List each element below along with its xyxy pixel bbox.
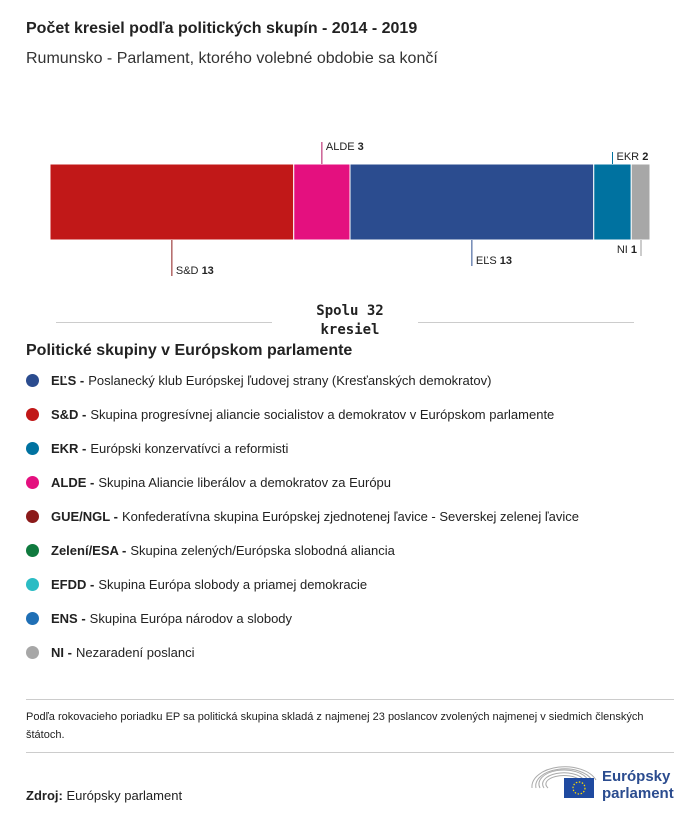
legend-color-dot (26, 476, 39, 489)
data-label-EĽS: EĽS 13 (476, 255, 512, 267)
legend-abbr: GUE/NGL - (51, 509, 118, 524)
bar-segment-S&D (49, 163, 295, 241)
legend-name: Skupina progresívnej aliancie socialisto… (90, 407, 555, 422)
legend-abbr: S&D - (51, 407, 87, 422)
ep-logo: Európsky parlament (530, 762, 680, 807)
legend-name: Poslanecký klub Európskej ľudovej strany… (88, 373, 492, 388)
legend-color-dot (26, 374, 39, 387)
legend-name: Skupina Európa národov a slobody (89, 611, 293, 626)
svg-text:Európsky: Európsky (602, 768, 671, 785)
legend-item: NI - Nezaradení poslanci (26, 645, 194, 660)
chart-subtitle: Rumunsko - Parlament, ktorého volebné ob… (26, 50, 438, 67)
divider-left (56, 322, 272, 323)
bar-segment-EĽS (349, 163, 595, 241)
source-value: Európsky parlament (66, 788, 183, 803)
legend-item: Zelení/ESA - Skupina zelených/Európska sl… (26, 543, 395, 558)
legend-color-dot (26, 612, 39, 625)
legend-color-dot (26, 578, 39, 591)
divider-right (418, 322, 634, 323)
legend-abbr: ENS - (51, 611, 86, 626)
legend-name: Európski konzervatívci a reformisti (90, 441, 289, 456)
legend-item: EKR - Európski konzervatívci a reformisti (26, 441, 288, 456)
legend-item: GUE/NGL - Konfederatívna skupina Európske… (26, 509, 579, 524)
legend-abbr: EĽS - (51, 373, 85, 388)
legend-item: EFDD - Skupina Európa slobody a priamej d… (26, 577, 367, 592)
legend-abbr: EFDD - (51, 577, 95, 592)
legend-abbr: EKR - (51, 441, 87, 456)
total-seats-label: Spolu 32 kresiel (270, 302, 430, 340)
legend-name: Skupina Európa slobody a priamej demokra… (98, 577, 368, 592)
divider (26, 699, 674, 700)
legend-abbr: ALDE - (51, 475, 95, 490)
legend-item: S&D - Skupina progresívnej aliancie socia… (26, 407, 554, 422)
data-label-EKR: EKR 2 (617, 151, 649, 163)
footnote: Podľa rokovacieho poriadku EP sa politic… (26, 711, 644, 741)
chart-title: Počet kresiel podľa politických skupín -… (26, 20, 418, 37)
total-line-2: kresiel (320, 322, 380, 338)
source-label: Zdroj: (26, 788, 63, 803)
total-line-1: Spolu 32 (316, 303, 384, 319)
bar-segment-NI (630, 163, 651, 241)
bar-segment-ALDE (293, 163, 351, 241)
legend-color-dot (26, 408, 39, 421)
svg-text:parlament: parlament (602, 785, 674, 802)
legend-color-dot (26, 646, 39, 659)
data-label-S&D: S&D 13 (176, 265, 214, 277)
source: Zdroj: Európsky parlament (26, 788, 182, 803)
legend-name: Skupina Aliancie liberálov a demokratov … (98, 475, 392, 490)
legend-name: Konfederatívna skupina Európskej zjednot… (121, 509, 580, 524)
legend-title: Politické skupiny v Európskom parlamente (26, 342, 353, 359)
stacked-bar-chart: S&D 13 ALDE 3 EĽS 13 EKR 2 NI 1 (49, 141, 651, 277)
legend-color-dot (26, 442, 39, 455)
legend-item: ALDE - Skupina Aliancie liberálov a demok… (26, 475, 391, 490)
legend-color-dot (26, 544, 39, 557)
legend-abbr: Zelení/ESA - (51, 543, 127, 558)
legend-color-dot (26, 510, 39, 523)
data-label-ALDE: ALDE 3 (326, 141, 364, 153)
divider (26, 752, 674, 753)
data-label-NI: NI 1 (617, 244, 637, 256)
legend-abbr: NI - (51, 645, 72, 660)
legend-name: Nezaradení poslanci (75, 645, 195, 660)
bar-segment-EKR (593, 163, 632, 241)
legend-item: EĽS - Poslanecký klub Európskej ľudovej s… (26, 373, 491, 388)
legend-name: Skupina zelených/Európska slobodná alian… (130, 543, 395, 558)
legend-item: ENS - Skupina Európa národov a slobody (26, 611, 292, 626)
